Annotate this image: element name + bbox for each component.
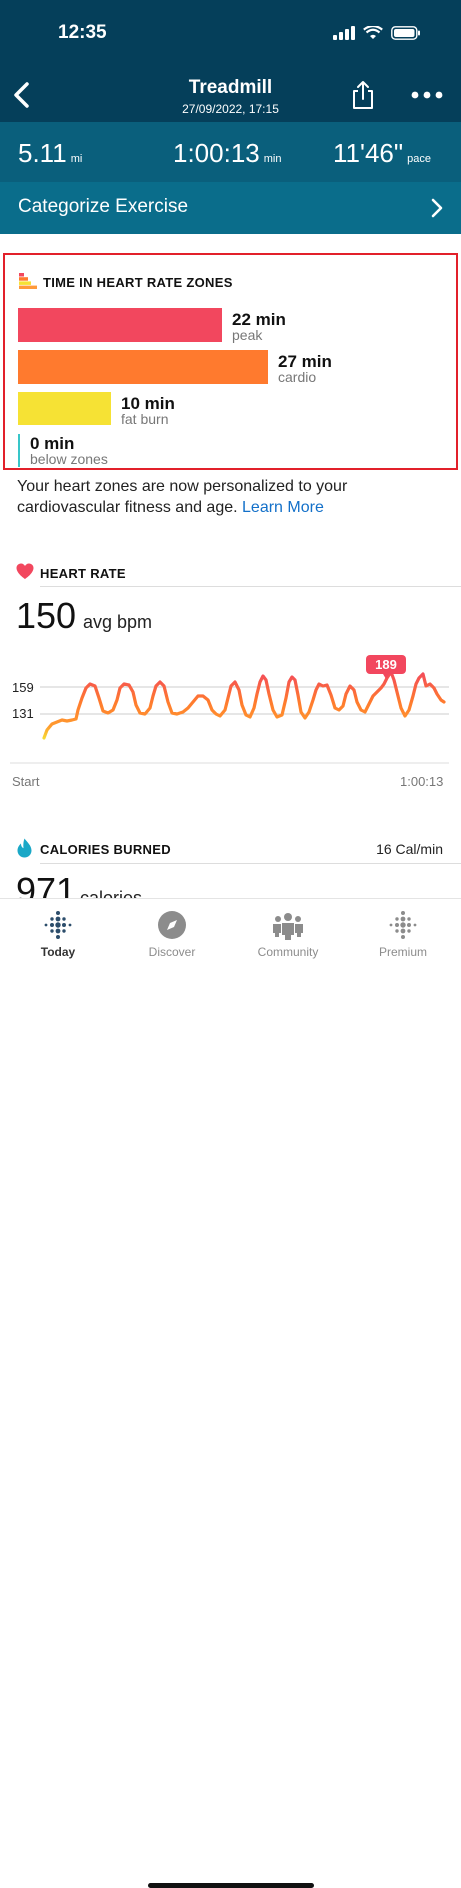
heart-rate-divider [40, 586, 461, 587]
signal-icon [333, 26, 355, 40]
zone-peak-label: peak [232, 327, 263, 343]
y-label-159: 159 [12, 680, 34, 695]
tab-premium-label: Premium [378, 945, 427, 959]
pace-value: 11'46" [333, 138, 404, 168]
zone-bar-peak [18, 308, 222, 342]
fitbit-dots-icon [44, 911, 72, 939]
zone-peak-value: 22 min [232, 310, 286, 329]
pace-stat: 11'46" pace [333, 138, 431, 169]
heart-rate-chart[interactable]: 159 131 189 [0, 650, 461, 800]
zones-note: Your heart zones are now personalized to… [17, 476, 437, 518]
premium-dots-icon [389, 911, 417, 939]
community-icon [273, 913, 303, 940]
zone-fat-burn-label: fat burn [121, 411, 169, 427]
zones-note-text: Your heart zones are now personalized to… [17, 478, 348, 516]
distance-value: 5.11 [18, 138, 67, 168]
zone-cardio-value: 27 min [278, 352, 332, 371]
zone-fat-burn-value: 10 min [121, 394, 175, 413]
avg-bpm-unit: avg bpm [83, 612, 153, 632]
zone-cardio-label: cardio [278, 369, 317, 385]
battery-icon [391, 26, 420, 40]
calories-title: CALORIES BURNED [40, 842, 171, 857]
y-label-131: 131 [12, 706, 34, 721]
zone-below-label: below zones [30, 451, 108, 467]
chevron-right-icon [431, 198, 443, 218]
duration-unit: min [263, 153, 282, 165]
categorize-exercise-row[interactable]: Categorize Exercise [0, 182, 461, 234]
zones-bars-icon [19, 273, 37, 289]
bottom-tab-bar: Today Discover Community [0, 898, 461, 1888]
pace-unit: pace [407, 153, 431, 165]
more-options-icon[interactable] [410, 88, 444, 102]
tab-premium[interactable]: Premium [353, 909, 453, 959]
categorize-exercise-label: Categorize Exercise [18, 196, 189, 217]
x-label-end: 1:00:13 [400, 774, 444, 789]
tab-discover[interactable]: Discover [122, 909, 222, 959]
share-icon[interactable] [350, 80, 376, 110]
tab-today-label: Today [40, 945, 76, 959]
tab-discover-label: Discover [148, 945, 196, 959]
page-subtitle: 27/09/2022, 17:15 [182, 102, 279, 116]
compass-icon [158, 911, 186, 939]
tab-today[interactable]: Today [8, 909, 108, 959]
heart-rate-title: HEART RATE [40, 566, 126, 581]
home-indicator [148, 1883, 314, 1888]
flame-icon [17, 838, 32, 858]
heart-rate-line [42, 670, 446, 740]
tab-community[interactable]: Community [238, 909, 338, 959]
status-icons [333, 26, 421, 40]
duration-stat: 1:00:13 min [173, 138, 281, 169]
status-time: 12:35 [58, 22, 107, 43]
back-chevron-icon[interactable] [10, 80, 34, 110]
duration-value: 1:00:13 [173, 138, 260, 168]
header: 12:35 Treadmill 27/09/2022, 17:15 [0, 0, 461, 122]
avg-bpm-value: 150 [16, 595, 77, 636]
distance-stat: 5.11 mi [18, 138, 82, 169]
max-hr-badge: 189 [366, 655, 406, 679]
zone-below-value: 0 min [30, 434, 75, 453]
zones-title: TIME IN HEART RATE ZONES [43, 275, 233, 290]
heart-rate-zones-card[interactable]: TIME IN HEART RATE ZONES 22 min peak 27 … [3, 253, 458, 470]
wifi-icon [363, 26, 383, 39]
page-title: Treadmill [188, 77, 273, 98]
calories-divider [40, 863, 461, 864]
learn-more-link[interactable]: Learn More [242, 499, 324, 516]
zone-bar-cardio [18, 350, 268, 384]
max-hr-value: 189 [375, 657, 397, 672]
distance-unit: mi [70, 153, 83, 165]
exercise-stats-bar: 5.11 mi 1:00:13 min 11'46" pace [0, 122, 461, 182]
zone-bar-fat-burn [18, 392, 111, 425]
tab-community-label: Community [257, 945, 319, 959]
heart-icon [16, 563, 34, 579]
calories-rate: 16 Cal/min [376, 841, 443, 857]
x-label-start: Start [12, 774, 40, 789]
zone-bar-below-zones [18, 434, 20, 467]
